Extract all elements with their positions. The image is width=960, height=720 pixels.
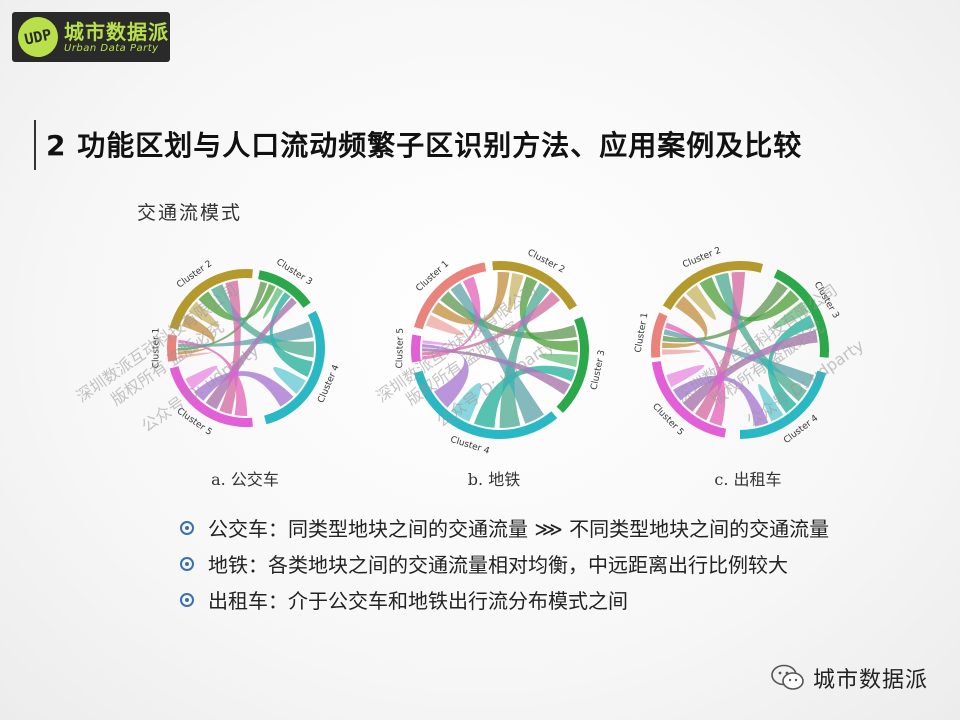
- footer-text: 城市数据派: [812, 668, 928, 693]
- wechat-icon: [771, 664, 804, 690]
- chord-ribbon: [662, 349, 702, 355]
- footer-brand: 城市数据派: [771, 662, 928, 694]
- bullet-list: 公交车：同类型地块之间的交通流量 ⋙ 不同类型地块之间的交通流量 地铁：各类地块…: [180, 514, 860, 622]
- bullet-circle-icon: [180, 557, 194, 571]
- chord-ribbon: [422, 348, 571, 395]
- chord-ribbon: [422, 276, 481, 360]
- cluster-arc: [167, 334, 178, 362]
- section-subtitle: 交通流模式: [137, 202, 243, 224]
- chord-ribbon: [262, 287, 284, 319]
- cluster-arc: [556, 316, 589, 413]
- bullet-text: 地铁：各类地块之间的交通流量相对均衡，中远距离出行比例较大: [208, 553, 788, 577]
- brand-logo: UDP 城市数据派 Urban Data Party: [12, 12, 170, 62]
- chord-ribbon: [451, 382, 482, 422]
- chord-ribbon: [663, 329, 814, 388]
- chord-ribbon: [188, 301, 220, 328]
- logo-cn-text: 城市数据派: [64, 19, 169, 44]
- chord-ribbon: [508, 272, 524, 313]
- cluster-arc: [169, 366, 253, 427]
- cluster-arc: [492, 261, 578, 310]
- chord-ribbon: [422, 291, 560, 356]
- chord-ribbon: [210, 284, 314, 358]
- chord-ribbon: [695, 272, 746, 421]
- chord-ribbon: [185, 365, 218, 390]
- title-accent-bar: [34, 120, 36, 170]
- cluster-arc: [662, 261, 764, 310]
- chord-ribbon: [519, 276, 578, 352]
- chord-ribbon: [767, 315, 815, 413]
- bullet-text: 出租车：介于公交车和地铁出行流分布模式之间: [208, 589, 628, 613]
- chord-ribbon: [178, 339, 248, 416]
- chord-ribbon: [198, 284, 276, 321]
- cluster-arc: [651, 312, 668, 358]
- chord-ribbon: [194, 371, 294, 407]
- chord-ribbon: [673, 375, 769, 427]
- cluster-label: Cluster 3: [590, 349, 608, 391]
- chord-ribbon: [178, 352, 213, 359]
- chord-ribbon: [450, 282, 544, 424]
- chord-ribbon: [474, 365, 576, 428]
- caption-taxi: c. 出租车: [714, 470, 782, 489]
- chord-ribbon: [686, 285, 716, 320]
- cluster-label: Cluster 1: [152, 328, 162, 369]
- chord-ribbon: [269, 292, 313, 377]
- chord-ribbon: [682, 330, 818, 412]
- cluster-arc: [264, 310, 325, 425]
- chord-ribbon: [205, 297, 297, 410]
- caption-metro: b. 地铁: [467, 470, 521, 489]
- logo-mark: UDP: [14, 13, 62, 61]
- chord-ribbon: [499, 282, 550, 428]
- cluster-label: Cluster 5: [395, 328, 406, 369]
- chord-ribbon: [425, 314, 465, 336]
- chord-ribbon: [714, 272, 807, 402]
- bullet-text: 公交车：同类型地块之间的交通流量 ⋙ 不同类型地块之间的交通流量: [208, 517, 830, 541]
- chord-ribbon: [273, 367, 306, 394]
- list-item: 出租车：介于公交车和地铁出行流分布模式之间: [180, 586, 860, 616]
- chord-ribbon: [178, 314, 215, 355]
- cluster-arc: [169, 269, 253, 330]
- chord-ribbon: [699, 277, 800, 322]
- chord-ribbon: [422, 344, 469, 408]
- cluster-arc: [651, 361, 727, 438]
- chord-ribbon: [772, 301, 809, 329]
- slide-title: 2 功能区划与人口流动频繁子区识别方法、应用案例及比较: [46, 129, 803, 162]
- cluster-arc: [773, 269, 829, 358]
- logo-en-text: Urban Data Party: [64, 42, 159, 54]
- chord-ribbon: [662, 281, 788, 343]
- cluster-label: Cluster 1: [634, 312, 651, 354]
- chord-ribbon: [431, 272, 510, 325]
- cluster-arc: [258, 270, 311, 308]
- cluster-arc: [414, 262, 487, 330]
- bullet-circle-icon: [180, 521, 194, 535]
- bullet-circle-icon: [180, 593, 194, 607]
- chord-ribbon: [758, 383, 784, 422]
- cluster-arc: [411, 334, 422, 363]
- chord-ribbon: [538, 353, 578, 368]
- caption-bus: a. 公交车: [211, 470, 279, 489]
- chord-ribbon: [665, 322, 726, 426]
- cluster-arc: [740, 370, 826, 439]
- cluster-arc: [414, 370, 558, 439]
- list-item: 公交车：同类型地块之间的交通流量 ⋙ 不同类型地块之间的交通流量: [180, 514, 860, 544]
- chord-ribbon: [662, 296, 708, 349]
- cluster-label: Cluster 4: [449, 435, 491, 457]
- chord-ribbon: [422, 340, 462, 347]
- chord-ribbon: [666, 364, 705, 388]
- list-item: 地铁：各类地块之间的交通流量相对均衡，中远距离出行比例较大: [180, 550, 860, 580]
- chord-ribbon: [219, 280, 241, 415]
